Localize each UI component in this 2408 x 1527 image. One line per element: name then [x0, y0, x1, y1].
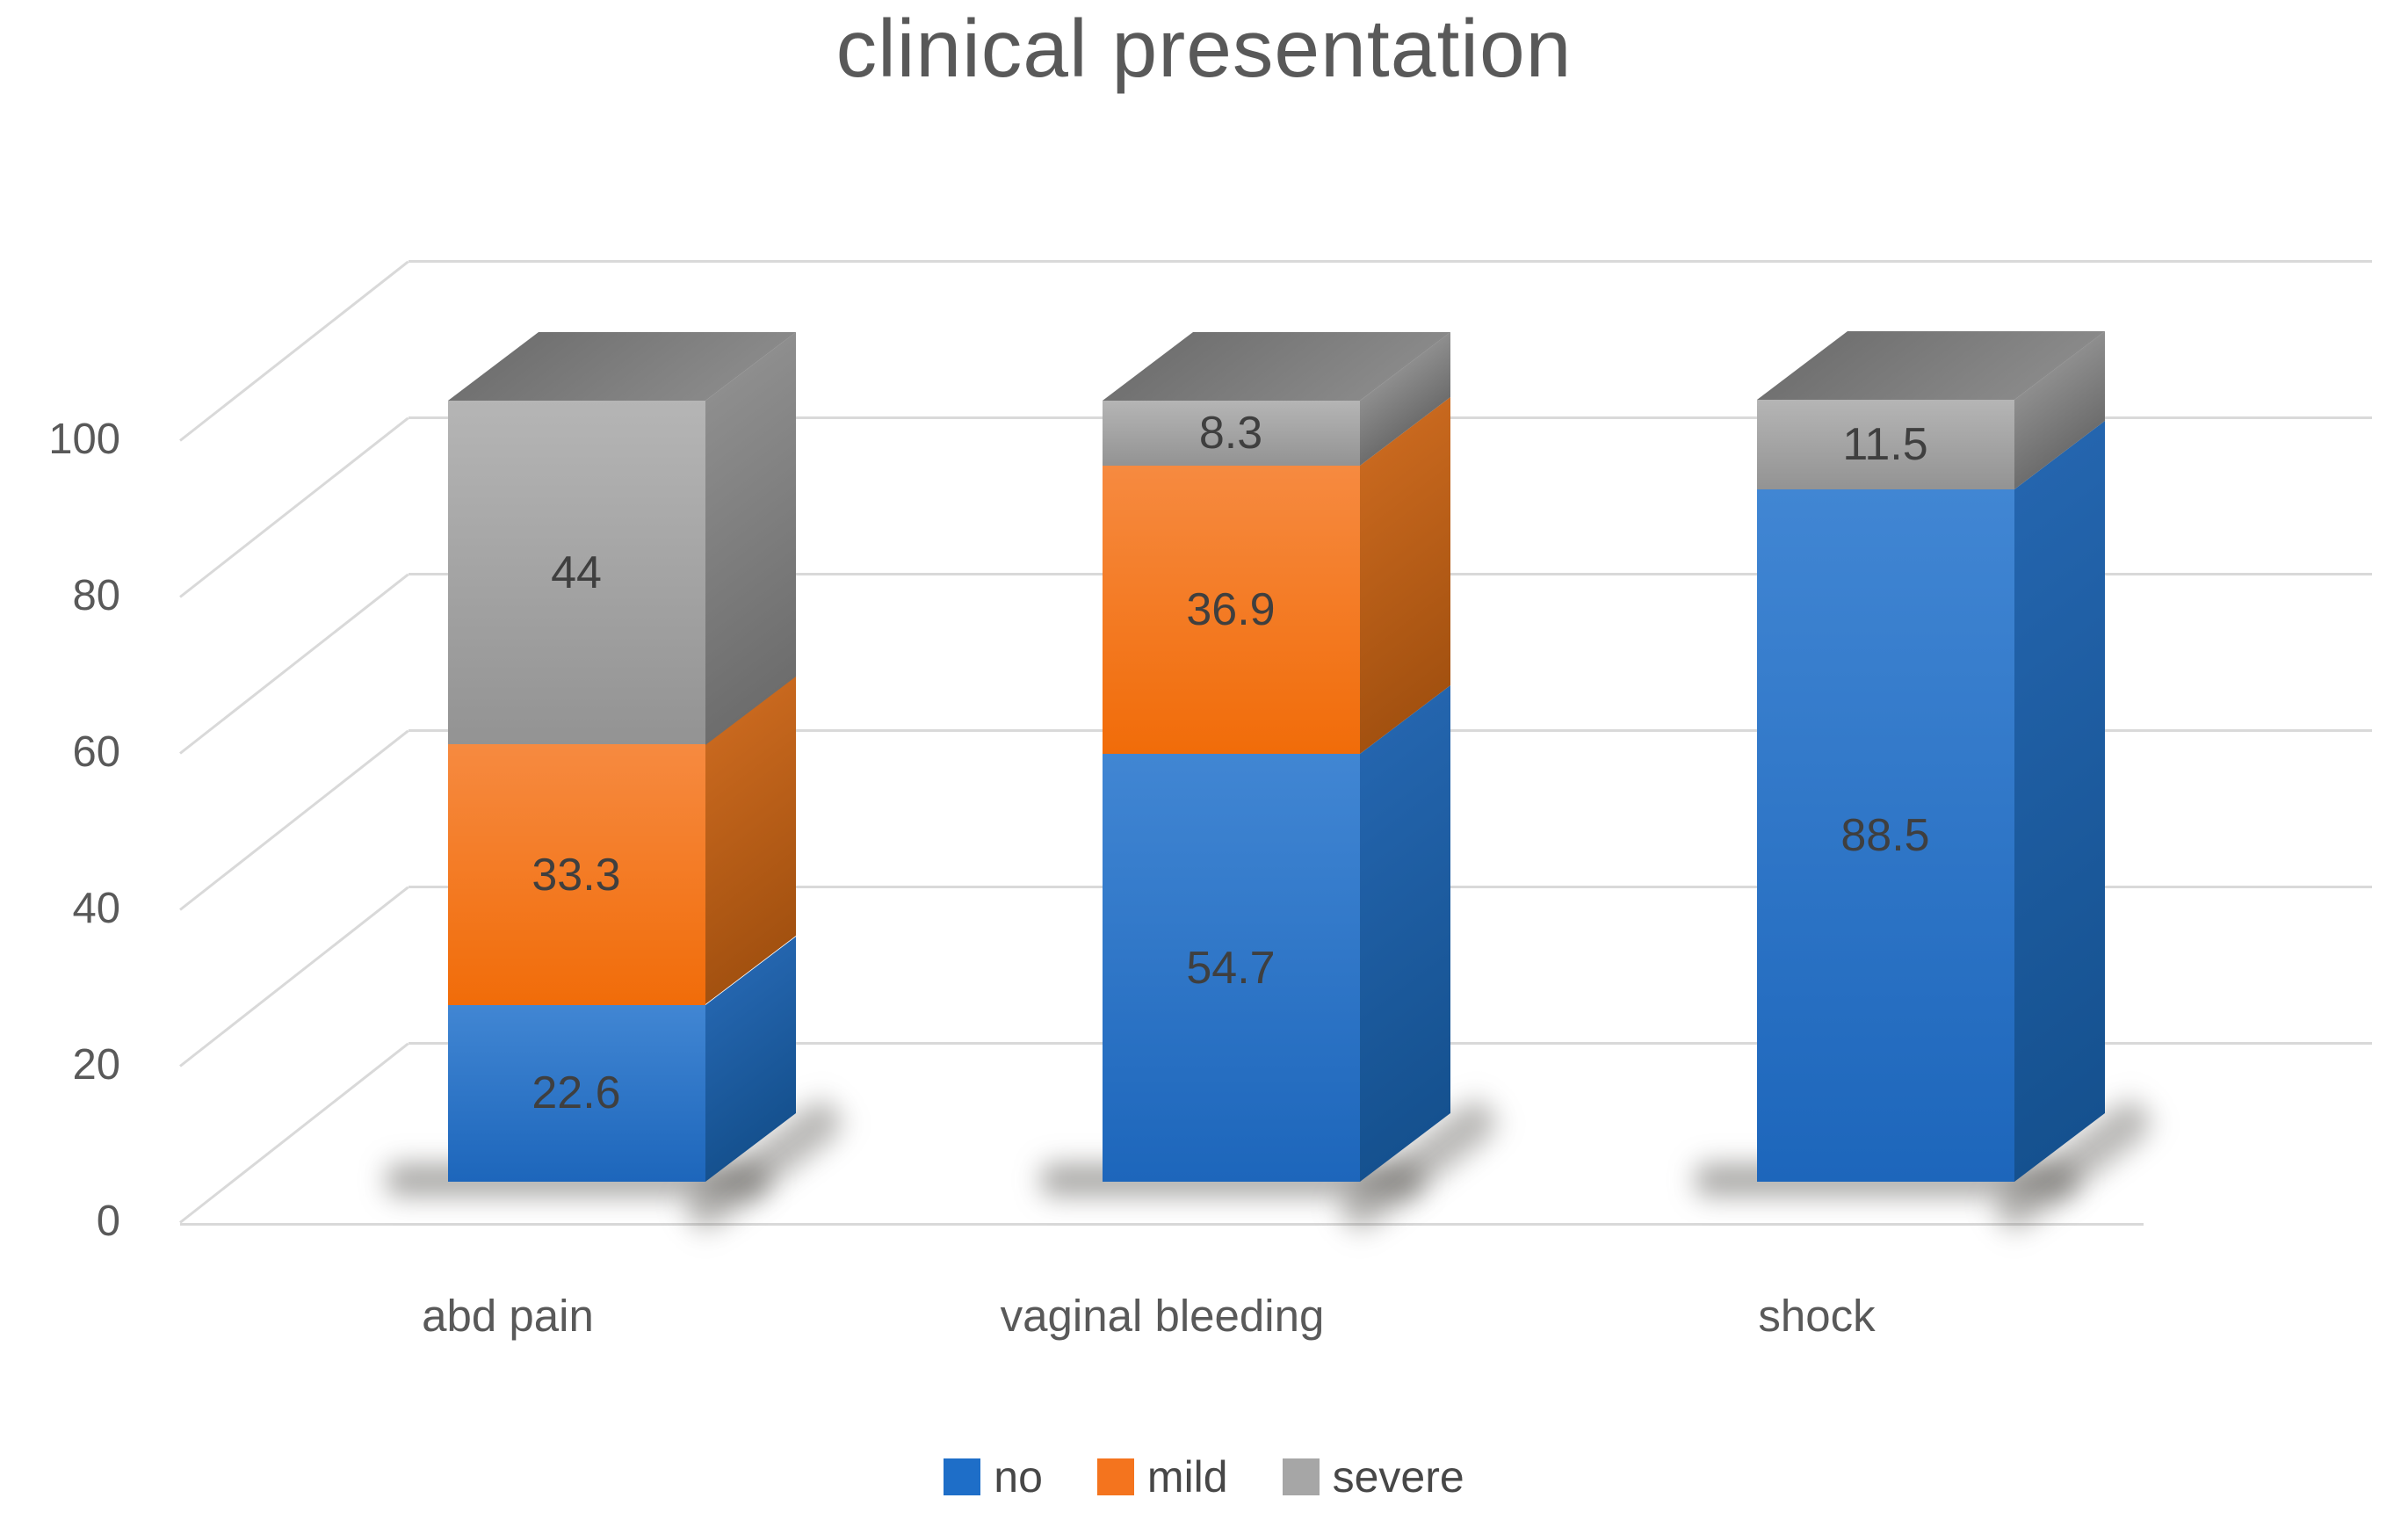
- bar-segment-front: [447, 1004, 705, 1182]
- bar-segment-side: [1359, 685, 1450, 1182]
- chart-title: clinical presentation: [835, 3, 1573, 94]
- y-axis-tick-label: 80: [72, 572, 120, 619]
- bar-segment-front: [447, 400, 705, 745]
- legend-label: severe: [1332, 1452, 1464, 1502]
- data-label: 11.5: [1842, 419, 1928, 471]
- bar-segment-front: [1102, 400, 1360, 466]
- data-label: 33.3: [531, 849, 621, 901]
- y-axis-tick-label: 20: [72, 1041, 120, 1089]
- legend-swatch: [1282, 1458, 1320, 1495]
- axis-depth-diagonal: [179, 729, 409, 911]
- data-label: 8.3: [1198, 407, 1263, 459]
- legend-label: no: [994, 1452, 1043, 1502]
- y-axis-tick-label: 0: [96, 1198, 120, 1245]
- legend-label: mild: [1146, 1452, 1228, 1502]
- bar-segment-front: [1756, 489, 2014, 1182]
- x-category-label: shock: [1758, 1291, 1876, 1341]
- bar-segment-side: [2014, 421, 2105, 1182]
- axis-depth-diagonal: [179, 1042, 409, 1224]
- legend-swatch: [944, 1458, 981, 1495]
- bar-segment-side: [705, 331, 796, 745]
- data-label: 44: [551, 546, 602, 598]
- legend-item: severe: [1282, 1451, 1464, 1502]
- y-axis-tick-label: 60: [72, 728, 120, 776]
- axis-depth-diagonal: [179, 416, 409, 598]
- y-axis-tick-label: 100: [48, 416, 120, 463]
- axis-depth-diagonal: [179, 573, 409, 755]
- legend: no mild severe: [0, 1451, 2408, 1502]
- data-label: 36.9: [1186, 583, 1276, 635]
- bar-segment-front: [447, 744, 705, 1005]
- data-label: 54.7: [1186, 942, 1276, 994]
- floor-front-line: [180, 1223, 2144, 1226]
- bar-segment-front: [1102, 465, 1360, 755]
- y-axis-tick-label: 40: [72, 885, 120, 932]
- bar-segment-front: [1102, 754, 1360, 1182]
- legend-item: no: [944, 1451, 1043, 1502]
- legend-swatch: [1096, 1458, 1134, 1495]
- gridline-back: [409, 260, 2372, 263]
- axis-depth-diagonal: [179, 260, 409, 442]
- data-label: 22.6: [531, 1067, 621, 1119]
- bar-segment-front: [1756, 400, 2014, 490]
- axis-depth-diagonal: [179, 886, 409, 1067]
- data-label: 88.5: [1840, 810, 1930, 862]
- x-category-label: abd pain: [422, 1291, 594, 1341]
- x-category-label: vaginal bleeding: [1000, 1291, 1325, 1341]
- legend-item: mild: [1096, 1451, 1228, 1502]
